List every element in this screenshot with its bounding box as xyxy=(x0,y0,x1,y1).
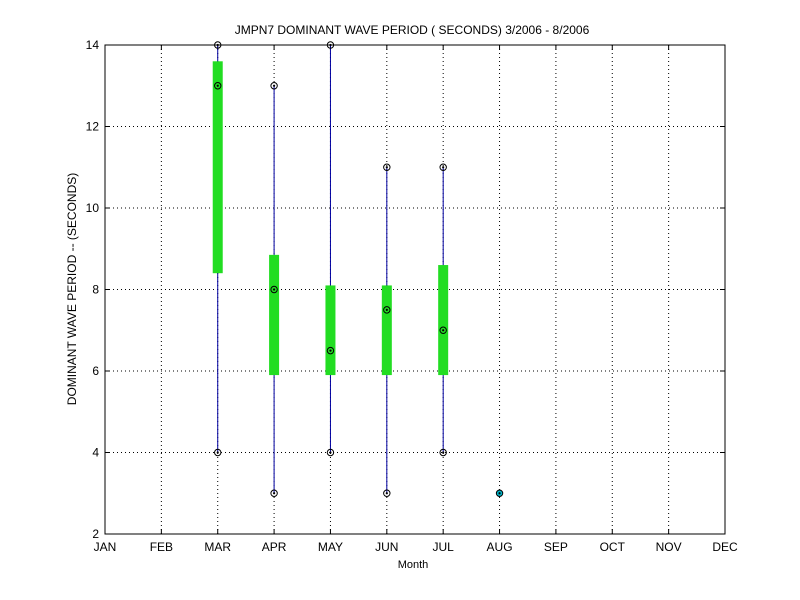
box-may xyxy=(325,41,336,457)
median-marker-dot xyxy=(272,288,276,291)
interquartile-box xyxy=(381,285,392,376)
box-series xyxy=(212,41,504,497)
x-tick-label: SEP xyxy=(544,540,568,554)
x-tick-label: MAY xyxy=(318,540,343,554)
min-marker-dot xyxy=(329,451,332,454)
y-tick-label: 2 xyxy=(92,527,99,541)
box-aug xyxy=(495,489,504,497)
min-marker-dot xyxy=(442,451,445,454)
median-marker-dot xyxy=(385,308,388,311)
max-marker-dot xyxy=(442,166,445,169)
x-tick-label: JUL xyxy=(433,540,455,554)
box-jun xyxy=(381,163,392,497)
axis-ticks xyxy=(104,44,726,535)
max-marker xyxy=(383,163,391,171)
min-marker-dot xyxy=(385,492,388,495)
x-tick-label: JUN xyxy=(375,540,398,554)
median-marker xyxy=(270,285,278,294)
interquartile-box xyxy=(325,285,336,376)
median-marker xyxy=(383,306,391,314)
x-tick-label: AUG xyxy=(487,540,513,554)
x-tick-label: JAN xyxy=(94,540,117,554)
box-apr xyxy=(269,82,280,497)
max-marker-dot xyxy=(385,166,388,169)
min-marker-dot xyxy=(216,451,219,454)
max-marker xyxy=(214,41,222,49)
x-tick-label: MAR xyxy=(204,540,231,554)
x-tick-label: OCT xyxy=(600,540,626,554)
x-tick-label: APR xyxy=(262,540,287,554)
y-axis-label: DOMINANT WAVE PERIOD -- (SECONDS) xyxy=(65,173,79,405)
chart-title: JMPN7 DOMINANT WAVE PERIOD ( SECONDS) 3/… xyxy=(235,23,590,37)
median-marker-dot xyxy=(216,84,219,87)
median-marker-dot xyxy=(329,349,332,352)
interquartile-box xyxy=(212,61,223,274)
max-marker-dot xyxy=(216,43,219,47)
y-tick-label: 6 xyxy=(92,364,99,378)
y-tick-label: 8 xyxy=(92,283,99,297)
box-mar xyxy=(212,41,223,457)
single-value-marker-dot xyxy=(498,492,501,495)
interquartile-box xyxy=(438,265,449,376)
max-marker xyxy=(270,82,278,90)
median-marker xyxy=(214,82,222,90)
tick-labels: JAN FEB MAR APR MAY JUN JUL AUG SEP OCT NOV DEC 2 4 6 8… xyxy=(86,38,738,554)
interquartile-box xyxy=(269,254,280,376)
min-marker xyxy=(439,448,447,457)
min-marker xyxy=(270,489,278,497)
max-marker-dot xyxy=(272,84,276,87)
min-marker-dot xyxy=(272,492,276,495)
x-tick-label: DEC xyxy=(712,540,738,554)
median-marker-dot xyxy=(442,329,445,332)
y-tick-label: 10 xyxy=(86,201,100,215)
min-marker xyxy=(326,448,335,457)
x-tick-label: NOV xyxy=(656,540,682,554)
y-tick-label: 12 xyxy=(86,120,100,134)
max-marker xyxy=(439,163,447,171)
y-tick-label: 14 xyxy=(86,38,100,52)
box-jul xyxy=(438,163,449,457)
min-marker xyxy=(383,489,391,497)
x-axis-label: Month xyxy=(398,559,429,571)
x-tick-label: FEB xyxy=(150,540,173,554)
max-marker xyxy=(326,41,335,49)
min-marker xyxy=(214,448,222,457)
max-marker-dot xyxy=(329,43,332,47)
median-marker xyxy=(326,346,335,355)
median-marker xyxy=(439,326,447,334)
y-tick-label: 4 xyxy=(92,446,99,460)
